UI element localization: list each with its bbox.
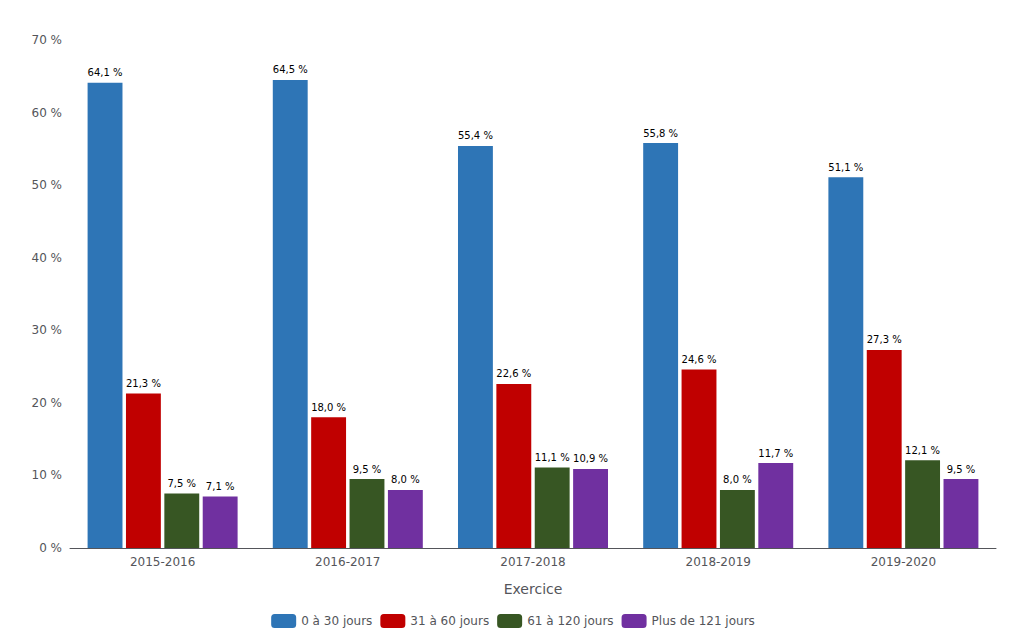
svg-text:60 %: 60 % — [32, 106, 63, 120]
svg-text:61 à 120 jours: 61 à 120 jours — [527, 614, 613, 628]
svg-text:24,6 %: 24,6 % — [682, 354, 717, 365]
svg-text:Exercice: Exercice — [504, 581, 563, 597]
svg-text:11,1 %: 11,1 % — [535, 452, 570, 463]
svg-text:2016-2017: 2016-2017 — [315, 555, 380, 569]
svg-text:31 à 60 jours: 31 à 60 jours — [410, 614, 489, 628]
svg-text:20 %: 20 % — [32, 396, 63, 410]
svg-text:27,3 %: 27,3 % — [867, 334, 902, 345]
svg-text:2019-2020: 2019-2020 — [871, 555, 936, 569]
svg-text:8,0 %: 8,0 % — [723, 474, 752, 485]
svg-text:21,3 %: 21,3 % — [126, 378, 161, 389]
svg-text:2017-2018: 2017-2018 — [500, 555, 565, 569]
svg-text:0 à 30 jours: 0 à 30 jours — [301, 614, 372, 628]
svg-text:64,5 %: 64,5 % — [273, 64, 308, 75]
svg-text:22,6 %: 22,6 % — [496, 368, 531, 379]
svg-text:10 %: 10 % — [32, 468, 63, 482]
svg-text:2018-2019: 2018-2019 — [685, 555, 750, 569]
svg-text:30 %: 30 % — [32, 323, 63, 337]
svg-text:2015-2016: 2015-2016 — [130, 555, 195, 569]
svg-text:7,5 %: 7,5 % — [167, 478, 196, 489]
svg-text:12,1 %: 12,1 % — [905, 445, 940, 456]
svg-text:55,8 %: 55,8 % — [643, 128, 678, 139]
svg-text:40 %: 40 % — [32, 251, 63, 265]
svg-text:18,0 %: 18,0 % — [311, 402, 346, 413]
svg-text:7,1 %: 7,1 % — [206, 481, 235, 492]
svg-text:8,0 %: 8,0 % — [391, 474, 420, 485]
svg-text:70 %: 70 % — [32, 33, 63, 47]
svg-text:51,1 %: 51,1 % — [828, 162, 863, 173]
svg-text:64,1 %: 64,1 % — [88, 67, 123, 78]
svg-text:0 %: 0 % — [39, 541, 62, 555]
svg-text:55,4 %: 55,4 % — [458, 130, 493, 141]
svg-text:Plus de 121 jours: Plus de 121 jours — [652, 614, 755, 628]
svg-text:9,5 %: 9,5 % — [947, 464, 976, 475]
svg-text:50 %: 50 % — [32, 178, 63, 192]
svg-text:9,5 %: 9,5 % — [353, 464, 382, 475]
svg-text:11,7 %: 11,7 % — [758, 448, 793, 459]
svg-text:10,9 %: 10,9 % — [573, 453, 608, 464]
